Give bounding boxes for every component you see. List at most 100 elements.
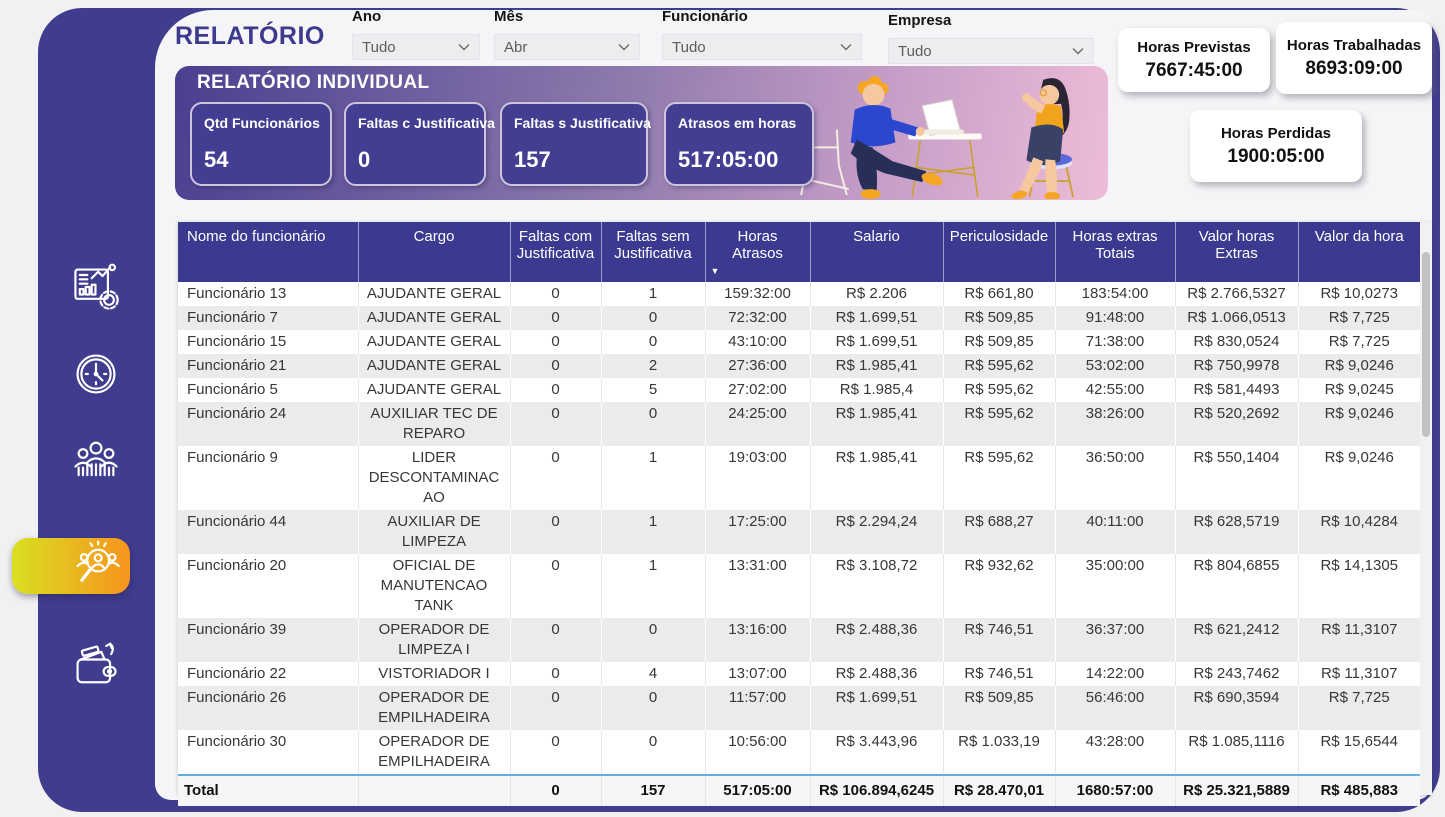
- employee-name-cell: Funcionário 7: [187, 309, 278, 326]
- table-cell: 40:11:00: [1054, 510, 1175, 554]
- table-cell: R$ 509,85: [942, 330, 1055, 354]
- table-cell: R$ 9,0246: [1297, 354, 1420, 378]
- total-cell: 517:05:00: [704, 774, 810, 806]
- table-cell: 2: [600, 354, 705, 378]
- banner-kpi-card: Faltas s Justificativa 157: [500, 102, 651, 186]
- table-cell: 43:10:00: [704, 330, 810, 354]
- table-row: Funcionário 22 VISTORIADOR I 0 4 13:07:00 R$ …: [178, 662, 1420, 686]
- table-cell: R$ 1.985,41: [809, 354, 943, 378]
- column-header[interactable]: Horas Atrasos ▼: [704, 222, 810, 282]
- table-cell: R$ 2.488,36: [809, 618, 943, 662]
- table-cell: R$ 7,725: [1297, 686, 1420, 730]
- filter-dropdown[interactable]: Tudo: [888, 38, 1094, 64]
- banner-title: RELATÓRIO INDIVIDUAL: [197, 72, 430, 93]
- total-cell: [357, 774, 510, 806]
- filter-label: Empresa: [888, 12, 952, 29]
- table-cell: 0: [600, 686, 705, 730]
- table-cell: R$ 690,3594: [1174, 686, 1298, 730]
- table-cell: 4: [600, 662, 705, 686]
- column-header[interactable]: Faltas sem Justificativa: [600, 222, 705, 282]
- table-cell: R$ 1.085,1116: [1174, 730, 1298, 776]
- table-cell: R$ 520,2692: [1174, 402, 1298, 446]
- total-cell: R$ 28.470,01: [942, 774, 1055, 806]
- sidebar-item-employee-search[interactable]: [68, 540, 124, 596]
- table-cell: AUXILIAR DE LIMPEZA: [357, 510, 510, 554]
- people-meeting-illustration: [800, 75, 1074, 199]
- table-cell: LIDER DESCONTAMINACAO: [357, 446, 510, 510]
- table-cell: R$ 746,51: [942, 662, 1055, 686]
- column-header[interactable]: Valor da hora: [1297, 222, 1420, 282]
- table-header-row: Nome do funcionário Cargo Faltas com Justi…: [178, 222, 1420, 282]
- table-cell: R$ 688,27: [942, 510, 1055, 554]
- table-scrollbar: [1420, 222, 1432, 795]
- table-cell: 38:26:00: [1054, 402, 1175, 446]
- table-cell: R$ 10,0273: [1297, 282, 1420, 306]
- table-cell: 71:38:00: [1054, 330, 1175, 354]
- filter-empresa: Empresa Tudo: [888, 12, 1094, 64]
- employee-name-cell: Funcionário 26: [187, 689, 287, 706]
- table-cell: R$ 595,62: [942, 446, 1055, 510]
- table-cell: R$ 11,3107: [1297, 618, 1420, 662]
- column-header[interactable]: Cargo: [357, 222, 510, 282]
- filter-label: Mês: [494, 8, 524, 25]
- table-cell: R$ 628,5719: [1174, 510, 1298, 554]
- table-cell: 91:48:00: [1054, 306, 1175, 330]
- filter-dropdown[interactable]: Tudo: [352, 34, 480, 60]
- kpi-card-horas-previstas: Horas Previstas 7667:45:00: [1118, 28, 1270, 92]
- table-row: Funcionário 20 OFICIAL DE MANUTENCAO TANK…: [178, 554, 1420, 618]
- banner-kpi-card: Faltas c Justificativa 0: [344, 102, 495, 186]
- employee-table-card: Nome do funcionário Cargo Faltas com Justi…: [178, 222, 1432, 806]
- table-cell: R$ 1.699,51: [809, 306, 943, 330]
- sidebar-item-payroll[interactable]: [68, 640, 124, 696]
- table-cell: R$ 1.985,41: [809, 446, 943, 510]
- table-cell: 0: [509, 446, 601, 510]
- table-cell: R$ 11,3107: [1297, 662, 1420, 686]
- kpi-value: 7667:45:00: [1145, 59, 1243, 81]
- sidebar-item-team[interactable]: [68, 434, 124, 490]
- table-row: Funcionário 21 AJUDANTE GERAL 0 2 27:36:00 R$…: [178, 354, 1420, 378]
- banner-kpi-value: 157: [514, 147, 551, 172]
- table-cell: 0: [509, 282, 601, 306]
- table-cell: R$ 3.443,96: [809, 730, 943, 776]
- sidebar-item-hours[interactable]: [68, 348, 124, 404]
- filter-funcionário: Funcionário Tudo: [662, 8, 862, 60]
- table-cell: 13:16:00: [704, 618, 810, 662]
- employee-name-cell: Funcionário 15: [187, 333, 287, 350]
- table-cell: R$ 1.033,19: [942, 730, 1055, 776]
- filter-dropdown[interactable]: Tudo: [662, 34, 862, 60]
- table-cell: R$ 1.985,41: [809, 402, 943, 446]
- column-header[interactable]: Periculosidade: [942, 222, 1055, 282]
- banner-kpi-card: Atrasos em horas 517:05:00: [664, 102, 814, 186]
- filter-selected-value: Abr: [504, 38, 528, 56]
- table-cell: R$ 550,1404: [1174, 446, 1298, 510]
- table-cell: 0: [509, 618, 601, 662]
- table-cell: 1: [600, 282, 705, 306]
- filter-dropdown[interactable]: Abr: [494, 34, 640, 60]
- kpi-card-horas-perdidas: Horas Perdidas 1900:05:00: [1190, 110, 1362, 182]
- table-cell: 0: [600, 730, 705, 776]
- sidebar-active-highlight[interactable]: [12, 538, 130, 594]
- column-header[interactable]: Salario: [809, 222, 943, 282]
- employee-name-cell: Funcionário 30: [178, 730, 358, 776]
- column-header[interactable]: Nome do funcionário: [178, 222, 358, 282]
- table-cell: 36:50:00: [1054, 446, 1175, 510]
- employee-name-cell: Funcionário 5: [187, 381, 278, 398]
- table-cell: AJUDANTE GERAL: [357, 330, 510, 354]
- banner-kpi-value: 0: [358, 147, 371, 172]
- table-cell: R$ 9,0245: [1297, 378, 1420, 402]
- table-cell: R$ 581,4493: [1174, 378, 1298, 402]
- column-header[interactable]: Horas extras Totais: [1054, 222, 1175, 282]
- column-header[interactable]: Valor horas Extras: [1174, 222, 1298, 282]
- table-cell: R$ 2.766,5327: [1174, 282, 1298, 306]
- scrollbar-thumb[interactable]: [1422, 252, 1430, 437]
- table-cell: 1: [600, 510, 705, 554]
- table-cell: R$ 595,62: [942, 402, 1055, 446]
- kpi-label: Horas Perdidas: [1220, 124, 1332, 142]
- table-cell: 0: [509, 330, 601, 354]
- table-row: Funcionário 9 LIDER DESCONTAMINACAO 0 1 19:0…: [178, 446, 1420, 510]
- table-cell: 27:02:00: [704, 378, 810, 402]
- table-cell: R$ 15,6544: [1297, 730, 1420, 776]
- sidebar-item-dashboard[interactable]: [68, 262, 124, 318]
- banner-kpi-label: Faltas c Justificativa: [358, 115, 495, 131]
- column-header[interactable]: Faltas com Justificativa: [509, 222, 601, 282]
